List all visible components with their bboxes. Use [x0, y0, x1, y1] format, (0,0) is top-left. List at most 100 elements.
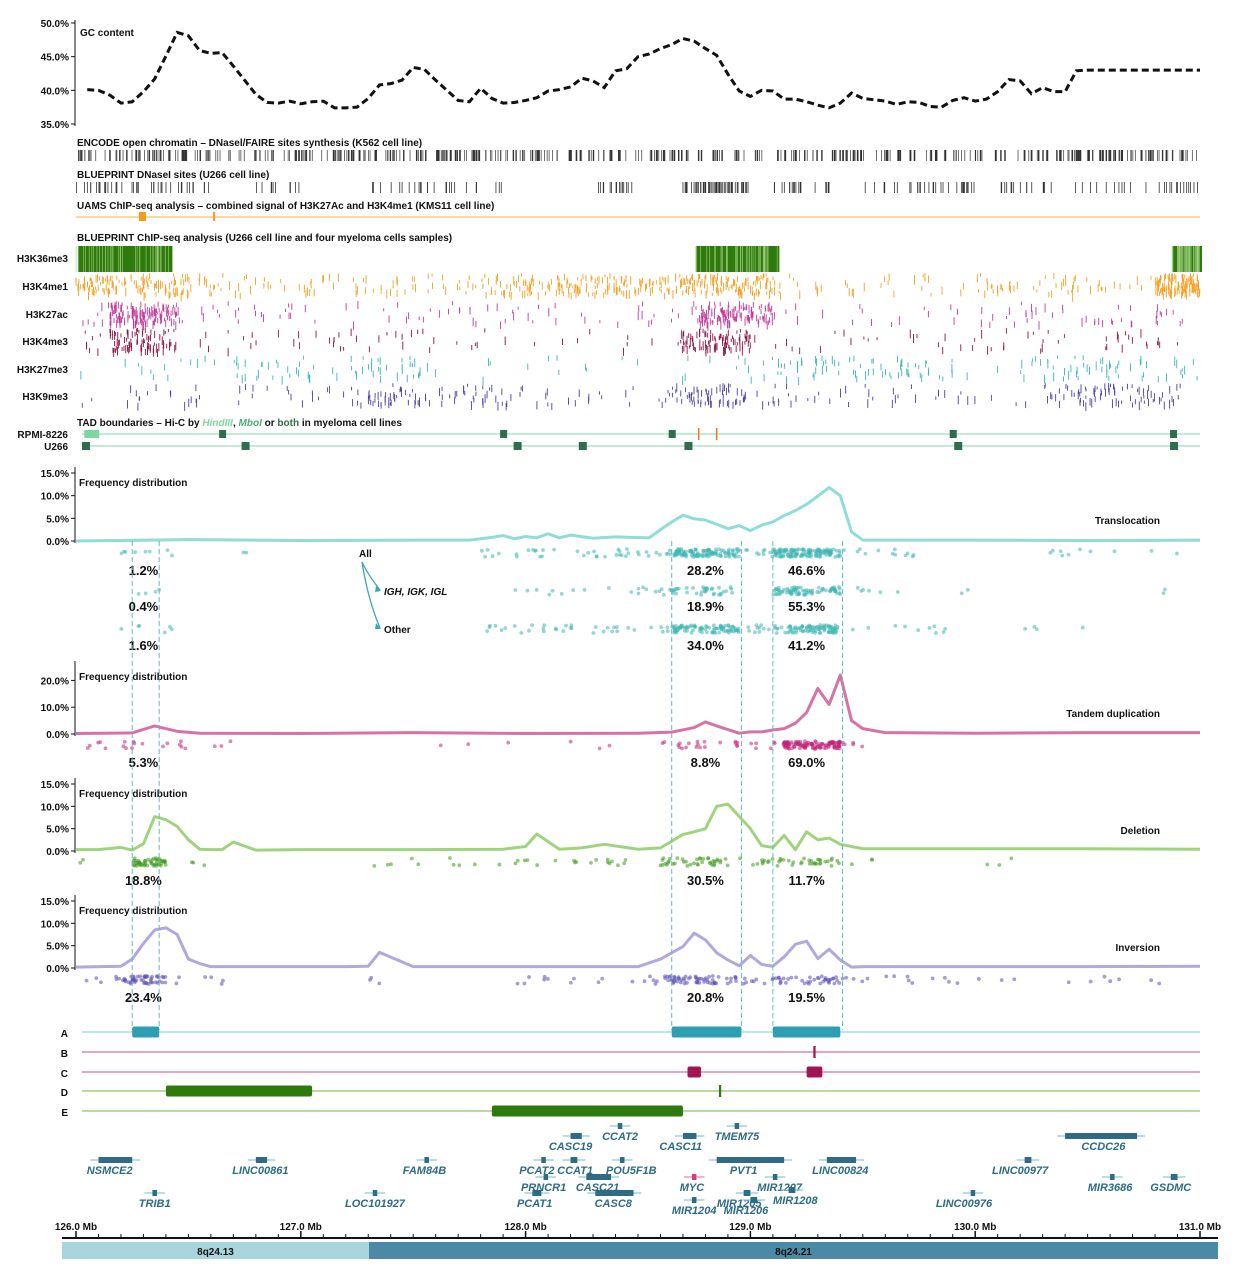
gene-body-pou5f1b [620, 1157, 625, 1163]
tandem-title: Frequency distribution [79, 672, 187, 683]
translocation-dot [747, 628, 751, 633]
translocation-dot [861, 587, 866, 592]
translocation-dot [527, 628, 531, 633]
region-block-B [813, 1046, 816, 1058]
inversion-dot [821, 979, 826, 984]
region-row-label: D [61, 1088, 68, 1099]
sv-percentage: 5.3% [129, 755, 159, 770]
histone-label-h3k27me3: H3K27me3 [17, 365, 69, 376]
inversion-dot [844, 975, 849, 980]
translocation-dot [660, 629, 665, 634]
inversion-title: Frequency distribution [79, 906, 187, 917]
translocation-dot [683, 628, 687, 633]
gene-body-nsmce2 [98, 1157, 133, 1163]
deletion-dot [457, 863, 462, 868]
tandem-dot [165, 741, 170, 746]
translocation-dot [547, 592, 552, 597]
gene-label-loc101927: LOC101927 [345, 1198, 406, 1210]
inversion-dot [648, 974, 652, 979]
translocation-dot [730, 624, 735, 629]
deletion-dot [163, 862, 168, 867]
translocation-dot [857, 547, 862, 552]
tandem-dot [219, 744, 224, 748]
gene-body-prncr1 [543, 1174, 549, 1180]
deletion-dot [835, 858, 840, 863]
translocation-percentage: 46.6% [788, 563, 825, 578]
x-tick-label: 131.0 Mb [1179, 1222, 1221, 1233]
inversion-dot [729, 976, 733, 981]
tandem-dot [703, 745, 707, 750]
translocation-dot [834, 548, 839, 553]
deletion-tick-label: 5.0% [46, 825, 69, 836]
translocation-dot [636, 586, 641, 591]
translocation-dot [772, 553, 777, 558]
translocation-dot [632, 627, 637, 632]
region-row-label: A [61, 1029, 68, 1040]
deletion-dot [389, 862, 393, 867]
translocation-dot [564, 623, 568, 628]
uams-chipseq-track [76, 212, 1200, 221]
inversion-dot [906, 978, 911, 983]
gene-label-mir1208: MIR1208 [773, 1195, 819, 1207]
inversion-dot [653, 982, 658, 986]
inversion-dot [177, 975, 181, 980]
inversion-dot [851, 976, 856, 981]
translocation-dot [810, 591, 814, 596]
translocation-dot [723, 550, 728, 555]
translocation-dot [485, 629, 490, 634]
gene-label-mir1204: MIR1204 [672, 1205, 717, 1217]
translocation-dot [817, 590, 822, 595]
translocation-dot [828, 589, 833, 594]
translocation-dot [136, 624, 141, 629]
group-label-other: Other [384, 625, 411, 636]
histone-label-h3k36me3: H3K36me3 [17, 254, 69, 265]
deletion-dot [132, 863, 137, 868]
translocation-dot [592, 549, 596, 554]
gene-body-linc00976 [970, 1190, 976, 1196]
translocation-dot [674, 591, 679, 596]
group-label-all: All [359, 549, 372, 560]
translocation-dot [646, 553, 651, 558]
gene-body-pcat1 [532, 1190, 542, 1196]
region-row-label: E [61, 1108, 68, 1119]
gene-label-gsdmc: GSDMC [1150, 1182, 1192, 1194]
deletion-tick-label: 15.0% [41, 780, 69, 791]
inversion-dot [771, 976, 775, 981]
tandem-dot [85, 746, 90, 751]
deletion-dot [673, 861, 677, 866]
histone-label-h3k27ac: H3K27ac [26, 310, 69, 321]
inversion-dot [710, 974, 715, 978]
inversion-dot [1108, 979, 1113, 984]
translocation-dot [855, 585, 860, 590]
translocation-dot [534, 588, 539, 592]
deletion-dot [535, 863, 540, 867]
inversion-dot [546, 977, 550, 981]
translocation-dot [707, 551, 712, 556]
region-block-A [132, 1026, 160, 1038]
deletion-dot [448, 856, 452, 860]
translocation-dot [797, 591, 802, 596]
translocation-dot [483, 554, 488, 559]
translocation-dot [665, 629, 670, 634]
inversion-dot [666, 978, 671, 983]
translocation-dot [119, 551, 124, 556]
deletion-dot [372, 864, 377, 868]
tandem-dot [702, 739, 707, 744]
translocation-dot [719, 554, 724, 559]
translocation-dot [1080, 625, 1085, 630]
inversion-dot [999, 978, 1004, 983]
translocation-dot [694, 591, 699, 596]
translocation-dot [785, 550, 790, 554]
translocation-dot [136, 591, 141, 596]
tandem-dot [607, 743, 612, 748]
gene-body-gsdmc [1170, 1174, 1178, 1180]
translocation-dot [610, 629, 615, 634]
tandem-tick-label: 20.0% [41, 676, 69, 687]
translocation-dot [800, 588, 805, 593]
tandem-dot [122, 739, 127, 744]
inversion-dot [572, 976, 576, 981]
tandem-dot [124, 746, 128, 751]
inversion-dot [219, 982, 224, 986]
tandem-dot [749, 741, 754, 746]
gene-label-mir1206: MIR1206 [724, 1205, 770, 1217]
